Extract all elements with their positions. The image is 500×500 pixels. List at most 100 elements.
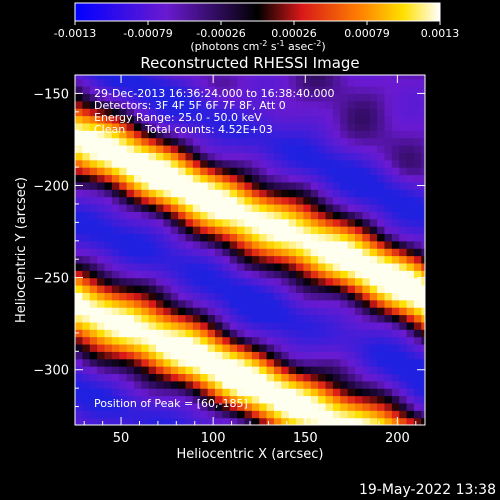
heatmap-cell bbox=[200, 299, 209, 308]
heatmap-cell bbox=[75, 314, 83, 323]
heatmap-cell bbox=[325, 226, 334, 235]
heatmap-cell bbox=[75, 277, 83, 286]
heatmap-cell bbox=[332, 226, 341, 235]
heatmap-cell bbox=[141, 410, 150, 419]
heatmap-cell bbox=[97, 75, 106, 80]
heatmap-cell bbox=[369, 307, 378, 316]
heatmap-cell bbox=[104, 137, 113, 146]
heatmap-cell bbox=[369, 226, 378, 235]
heatmap-cell bbox=[421, 299, 425, 308]
heatmap-cell bbox=[303, 181, 312, 190]
heatmap-cell bbox=[406, 218, 415, 227]
heatmap-cell bbox=[163, 402, 172, 411]
heatmap-cell bbox=[391, 240, 400, 249]
heatmap-cell bbox=[119, 115, 128, 124]
heatmap-cell bbox=[325, 78, 334, 87]
heatmap-cell bbox=[156, 189, 165, 198]
heatmap-cell bbox=[111, 233, 120, 242]
heatmap-cell bbox=[340, 211, 349, 220]
heatmap-cell bbox=[222, 285, 231, 293]
heatmap-cell bbox=[104, 410, 113, 419]
heatmap-cell bbox=[399, 211, 408, 220]
heatmap-cell bbox=[185, 329, 194, 338]
heatmap-cell bbox=[207, 285, 216, 293]
heatmap-cell bbox=[347, 277, 356, 286]
heatmap-cell bbox=[111, 410, 120, 419]
heatmap-cell bbox=[207, 417, 216, 425]
heatmap-cell bbox=[421, 93, 425, 102]
heatmap-cell bbox=[340, 218, 349, 227]
heatmap-cell bbox=[340, 159, 349, 168]
heatmap-cell bbox=[251, 100, 260, 109]
heatmap-cell bbox=[215, 292, 223, 301]
heatmap-cell bbox=[266, 285, 275, 293]
heatmap-cell bbox=[156, 299, 165, 308]
heatmap-cell bbox=[281, 152, 290, 161]
heatmap-cell bbox=[178, 336, 187, 345]
heatmap-cell bbox=[384, 417, 393, 425]
heatmap-cell bbox=[266, 167, 275, 176]
heatmap-cell bbox=[391, 402, 400, 411]
heatmap-cell bbox=[89, 410, 98, 419]
heatmap-cell bbox=[273, 255, 282, 264]
heatmap-cell bbox=[141, 285, 150, 293]
heatmap-cell bbox=[119, 292, 128, 301]
heatmap-cell bbox=[259, 145, 268, 153]
heatmap-cell bbox=[126, 410, 135, 419]
heatmap-cell bbox=[355, 336, 363, 345]
heatmap-cell bbox=[355, 248, 363, 257]
heatmap-cell bbox=[296, 380, 305, 389]
heatmap-cell bbox=[75, 226, 83, 235]
heatmap-cell bbox=[332, 233, 341, 242]
heatmap-cell bbox=[133, 196, 142, 205]
heatmap-cell bbox=[104, 417, 113, 425]
heatmap-cell bbox=[170, 351, 179, 360]
heatmap-cell bbox=[413, 292, 422, 301]
heatmap-cell bbox=[148, 270, 157, 279]
heatmap-cell bbox=[97, 108, 106, 117]
heatmap-cell bbox=[303, 196, 312, 205]
heatmap-cell bbox=[185, 343, 194, 352]
heatmap-cell bbox=[355, 358, 363, 367]
heatmap-cell bbox=[259, 233, 268, 242]
heatmap-cell bbox=[237, 93, 246, 102]
heatmap-cell bbox=[148, 189, 157, 198]
heatmap-cell bbox=[266, 351, 275, 360]
heatmap-cell bbox=[200, 211, 209, 220]
heatmap-cell bbox=[251, 329, 260, 338]
heatmap-cell bbox=[251, 167, 260, 176]
heatmap-image bbox=[75, 75, 425, 425]
heatmap-cell bbox=[288, 196, 297, 205]
heatmap-cell bbox=[185, 307, 194, 316]
heatmap-cell bbox=[347, 255, 356, 264]
heatmap-cell bbox=[340, 299, 349, 308]
heatmap-cell bbox=[332, 343, 341, 352]
heatmap-cell bbox=[156, 321, 165, 330]
heatmap-cell bbox=[215, 329, 223, 338]
heatmap-cell bbox=[273, 189, 282, 198]
heatmap-cell bbox=[310, 174, 319, 183]
heatmap-cell bbox=[229, 336, 238, 345]
heatmap-cell bbox=[325, 366, 334, 375]
heatmap-cell bbox=[200, 137, 209, 146]
heatmap-cell bbox=[406, 314, 415, 323]
heatmap-cell bbox=[332, 388, 341, 397]
heatmap-cell bbox=[170, 226, 179, 235]
heatmap-cell bbox=[126, 167, 135, 176]
heatmap-cell bbox=[178, 329, 187, 338]
heatmap-cell bbox=[347, 366, 356, 375]
heatmap-cell bbox=[296, 307, 305, 316]
heatmap-cell bbox=[82, 167, 91, 176]
heatmap-cell bbox=[421, 122, 425, 131]
heatmap-cell bbox=[119, 100, 128, 109]
heatmap-cell bbox=[133, 351, 142, 360]
heatmap-cell bbox=[288, 211, 297, 220]
heatmap-cell bbox=[207, 93, 216, 102]
heatmap-cell bbox=[126, 336, 135, 345]
heatmap-cell bbox=[399, 329, 408, 338]
heatmap-cell bbox=[215, 417, 223, 425]
heatmap-cell bbox=[141, 211, 150, 220]
heatmap-cell bbox=[310, 137, 319, 146]
heatmap-cell bbox=[347, 373, 356, 382]
heatmap-cell bbox=[355, 78, 363, 87]
